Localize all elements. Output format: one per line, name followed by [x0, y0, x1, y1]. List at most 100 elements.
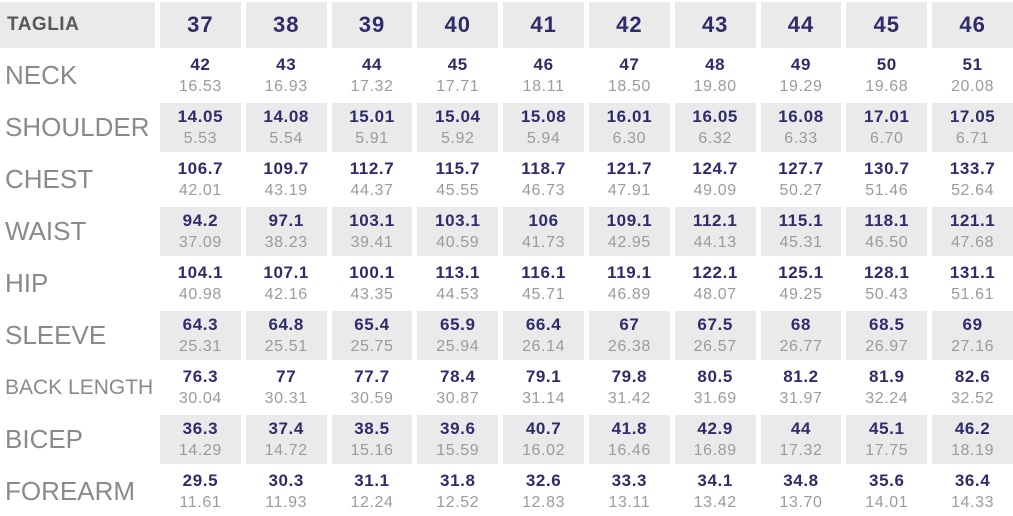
measurement-cell: 131.1 51.61: [932, 259, 1013, 308]
measurement-cell: 100.1 43.35: [331, 259, 413, 308]
value-cm: 125.1: [778, 263, 824, 282]
value-inches: 42.01: [178, 182, 222, 199]
measurement-cell: 130.7 51.46: [846, 155, 928, 204]
value-cm: 64.3: [182, 315, 219, 334]
value-inches: 46.89: [607, 286, 651, 303]
measurement-cell: 103.1 39.41: [331, 207, 413, 256]
value-cm: 16.01: [606, 107, 653, 126]
measurement-cell: 36.4 14.33: [932, 467, 1013, 516]
measurement-cell: 16.05 6.32: [674, 103, 756, 152]
measurement-cell: 107.1 42.16: [245, 259, 327, 308]
value-cm: 112.1: [692, 211, 738, 230]
value-cm: 48: [705, 55, 726, 74]
value-cm: 16.08: [778, 107, 824, 126]
value-cm: 47: [619, 55, 640, 74]
measurement-cell: 39.6 15.59: [417, 415, 499, 464]
value-cm: 65.4: [354, 315, 390, 334]
value-inches: 26.57: [693, 338, 737, 355]
value-cm: 77: [276, 367, 297, 386]
size-column-header: 40: [417, 2, 499, 48]
measurement-cell: 113.1 44.53: [417, 259, 499, 308]
value-cm: 36.4: [954, 471, 991, 490]
measurement-cell: 76.3 30.04: [160, 363, 241, 412]
measurement-cell: 81.2 31.97: [760, 363, 842, 412]
value-cm: 50: [876, 55, 897, 74]
measurement-cell: 14.05 5.53: [160, 103, 241, 152]
value-cm: 130.7: [864, 159, 910, 178]
value-inches: 5.54: [269, 130, 303, 147]
value-cm: 103.1: [349, 211, 395, 230]
value-cm: 119.1: [607, 263, 652, 282]
measurement-cell: 115.1 45.31: [760, 207, 842, 256]
table-row: BACK LENGTH 76.3 30.04 77 30.31 77.7 30.59 78.4…: [0, 363, 1013, 412]
measurement-cell: 50 19.68: [846, 51, 928, 100]
value-inches: 31.42: [607, 390, 651, 407]
value-cm: 131.1: [949, 263, 996, 282]
value-inches: 19.29: [779, 78, 823, 95]
value-cm: 17.01: [864, 107, 910, 126]
value-inches: 25.75: [350, 338, 394, 355]
measurement-cell: 118.7 46.73: [503, 155, 584, 204]
value-inches: 30.87: [436, 390, 480, 407]
value-inches: 16.02: [522, 442, 566, 459]
measurement-cell: 119.1 46.89: [588, 259, 670, 308]
value-inches: 15.16: [350, 442, 394, 459]
value-inches: 44.13: [693, 234, 737, 251]
value-cm: 65.9: [440, 315, 476, 334]
value-inches: 52.64: [951, 182, 995, 199]
value-cm: 39.6: [440, 419, 476, 438]
table-body: NECK 42 16.53 43 16.93 44 17.32 45 17.71 46 18.11 4…: [0, 51, 1013, 516]
size-column-header: 46: [932, 2, 1013, 48]
measurement-cell: 15.08 5.94: [503, 103, 584, 152]
value-cm: 42: [190, 55, 211, 74]
table-row: BICEP 36.3 14.29 37.4 14.72 38.5 15.16 39.6 15.5…: [0, 415, 1013, 464]
value-inches: 45.71: [522, 286, 566, 303]
value-inches: 6.32: [698, 130, 732, 147]
measurement-cell: 82.6 32.52: [932, 363, 1013, 412]
measurement-cell: 47 18.50: [588, 51, 670, 100]
value-cm: 103.1: [435, 211, 481, 230]
measurement-cell: 16.08 6.33: [760, 103, 842, 152]
value-cm: 44: [790, 419, 812, 438]
value-cm: 17.05: [949, 107, 996, 126]
measurement-cell: 42.9 16.89: [674, 415, 756, 464]
measurement-cell: 115.7 45.55: [417, 155, 499, 204]
measurement-cell: 81.9 32.24: [846, 363, 928, 412]
measurement-cell: 40.7 16.02: [503, 415, 584, 464]
measurement-cell: 104.1 40.98: [160, 259, 241, 308]
measurement-cell: 44 17.32: [331, 51, 413, 100]
table-row: SLEEVE 64.3 25.31 64.8 25.51 65.4 25.75 65.9 25.…: [0, 311, 1013, 360]
value-cm: 45: [447, 55, 468, 74]
size-column-header: 39: [331, 2, 413, 48]
value-inches: 30.31: [264, 390, 308, 407]
measurement-cell: 38.5 15.16: [331, 415, 413, 464]
measurement-cell: 79.8 31.42: [588, 363, 670, 412]
measurement-cell: 106 41.73: [503, 207, 584, 256]
value-cm: 106: [528, 211, 559, 230]
value-inches: 12.24: [350, 494, 394, 511]
measurement-cell: 124.7 49.09: [674, 155, 756, 204]
size-column-header: 42: [588, 2, 670, 48]
value-inches: 17.71: [436, 78, 480, 95]
value-inches: 42.95: [607, 234, 651, 251]
value-inches: 48.07: [693, 286, 737, 303]
value-inches: 5.94: [526, 130, 561, 147]
header-row: TAGLIA 37 38 39 40 41 42 43 44 45 46: [0, 2, 1013, 48]
row-label: BICEP: [0, 415, 155, 464]
measurement-cell: 64.8 25.51: [245, 311, 327, 360]
value-inches: 16.93: [264, 78, 308, 95]
measurement-cell: 68.5 26.97: [846, 311, 928, 360]
value-inches: 47.91: [607, 182, 651, 199]
size-column-header: 41: [503, 2, 584, 48]
value-cm: 44: [361, 55, 383, 74]
value-inches: 47.68: [951, 234, 995, 251]
value-inches: 17.32: [779, 442, 823, 459]
value-cm: 37.4: [268, 419, 304, 438]
value-cm: 51: [962, 55, 983, 74]
value-inches: 16.46: [607, 442, 651, 459]
value-cm: 67.5: [697, 315, 733, 334]
value-inches: 5.53: [183, 130, 218, 147]
value-inches: 16.89: [693, 442, 737, 459]
value-cm: 15.08: [520, 107, 567, 126]
value-cm: 118.7: [521, 159, 566, 178]
